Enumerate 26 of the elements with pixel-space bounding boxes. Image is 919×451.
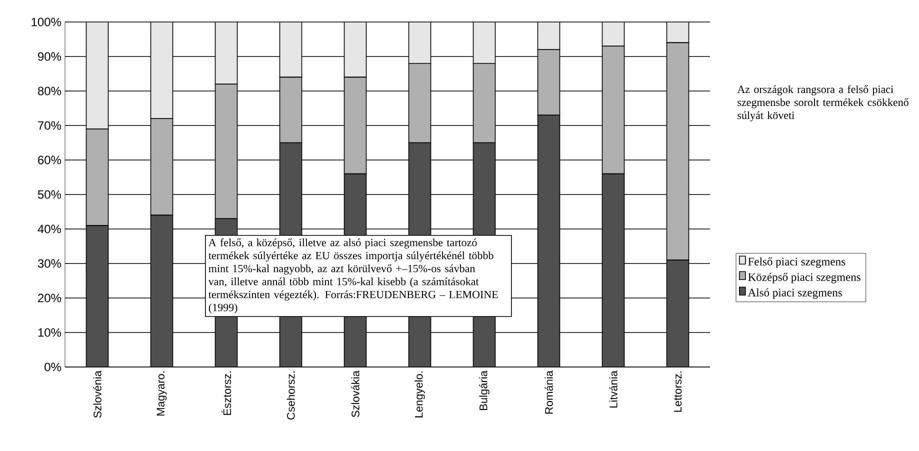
y-tick-label: 10% [38,328,62,337]
x-tick-label: Lengyelo. [414,372,425,418]
legend-label: Alsó piaci szegmens [748,288,842,299]
y-tick-label: 20% [38,294,62,302]
y-tick-label: 60% [38,156,62,164]
y-tick-label: 50% [38,190,62,199]
legend-label: Felső piaci szegmens [748,257,846,268]
x-tick-label: Bulgária [479,370,490,410]
x-tick-label: Magyaro. [156,372,167,416]
y-tick-label: 70% [38,121,62,130]
y-tick-label: 100% [32,18,62,26]
x-tick-label: Szlovákia [351,370,360,418]
annotation: A felső, a középső, illetve az alsó piaci szegmensbe tartozó termékek súlyértéke az EU összes importja súlyértékénél többb mint 15%-kal nagyobb, az azt körülvevő +–15%-os sávban van, illetve annál több mint 15%-kal kisebb (a számításokat termékszinten végezték). Forrás:FREUDENBERG – LEMOINE (1999) [208,238,498,314]
y-tick-label: 80% [38,86,62,96]
x-tick-label: Észtorsz. [221,372,232,415]
legend-label: Középső piaci szegmens [748,272,860,284]
x-tick-label: Szlovénia [93,370,102,418]
x-tick-label: Csehorsz. [286,372,295,420]
y-tick-label: 40% [38,224,62,234]
y-tick-label: 30% [38,259,62,268]
y-tick-label: 90% [38,52,62,61]
x-tick-label: Lettorsz. [674,372,682,412]
x-tick-label: Románia [544,370,553,414]
x-tick-label: Litvánia [609,370,618,408]
y-tick-label: 0% [44,362,62,372]
text: Az országok rangsora a felső piaci szegmensbe sorolt termékek csökkenő súlyát követi [737,85,908,122]
